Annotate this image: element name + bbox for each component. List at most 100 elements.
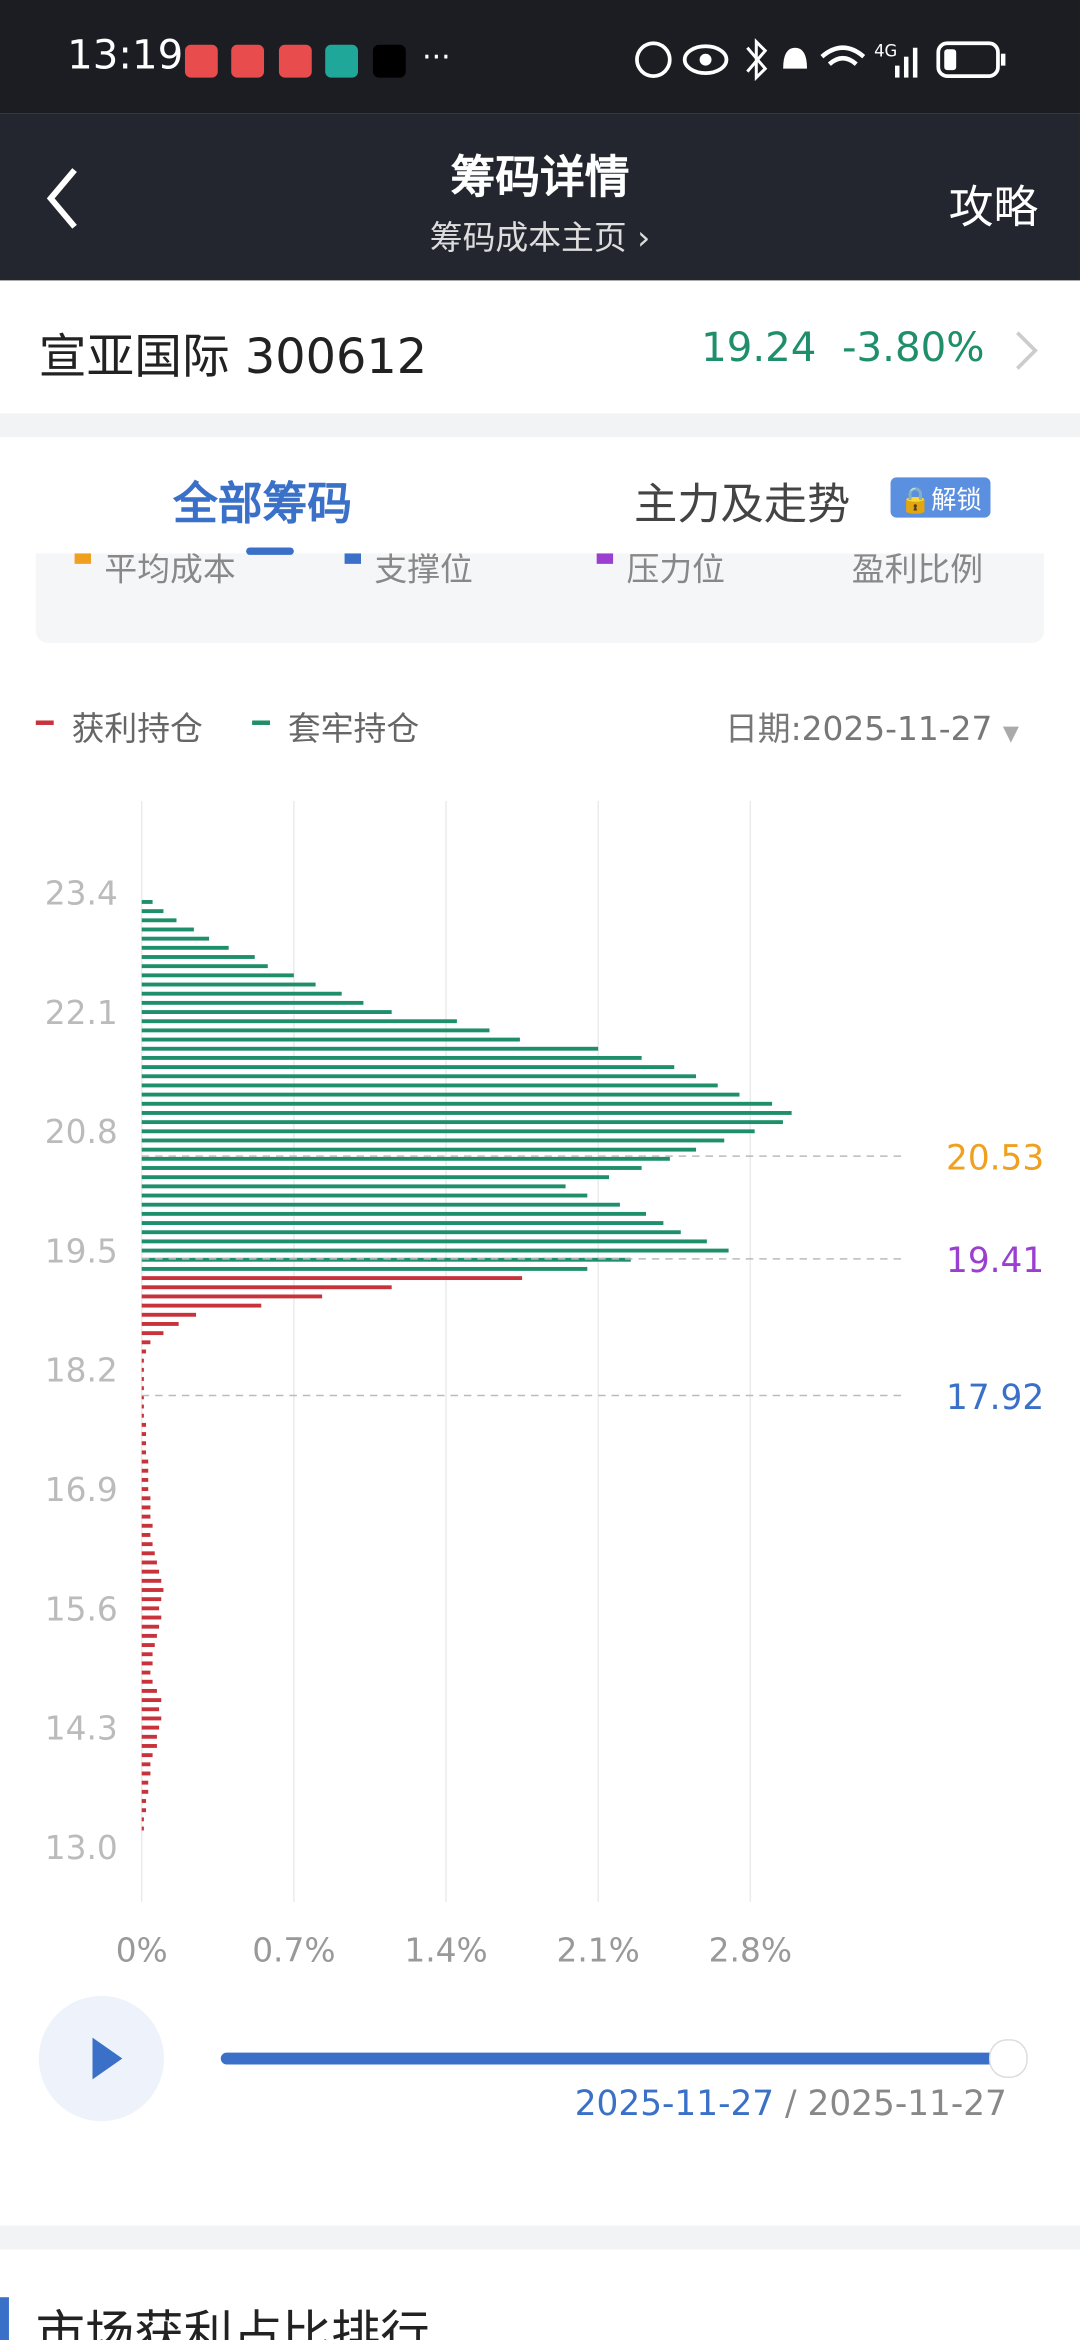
tab-bar: 全部筹码 主力及走势 🔒解锁 (0, 437, 1080, 555)
reference-label: 17.92 (946, 1378, 1044, 1418)
bar (141, 1138, 725, 1143)
back-button[interactable] (42, 164, 87, 233)
bar (141, 1175, 610, 1180)
bar (141, 1670, 151, 1675)
tab-active[interactable]: 全部筹码 (173, 478, 353, 532)
bar (141, 1432, 147, 1436)
slider-thumb[interactable] (988, 2039, 1028, 2078)
bar (141, 1065, 675, 1070)
y-tick-label: 23.4 (45, 875, 118, 913)
more-icons: ··· (422, 38, 451, 75)
bar (141, 1340, 151, 1345)
y-tick-label: 15.6 (45, 1590, 118, 1628)
bar (141, 1349, 147, 1354)
bar (141, 1147, 696, 1152)
section-marker (0, 2297, 9, 2340)
date-range: 2025-11-27 / 2025-11-27 (574, 2085, 1007, 2125)
bar (141, 1477, 149, 1482)
bar (141, 1569, 160, 1574)
y-tick-label: 13.0 (45, 1829, 118, 1867)
bar (141, 1551, 155, 1556)
chevron (1016, 331, 1038, 370)
bar (141, 1111, 792, 1115)
bar (141, 1294, 323, 1299)
bar (141, 1404, 144, 1409)
section-title: 市场获利占比排行 (35, 2304, 430, 2340)
nav-action[interactable]: 攻略 (948, 181, 1039, 235)
bar (141, 964, 268, 969)
bar (141, 1542, 153, 1547)
y-tick-label: 16.9 (45, 1471, 118, 1509)
bar (141, 1597, 162, 1602)
date-picker[interactable]: 日期:2025-11-27 ▼ (724, 711, 1019, 749)
stock-quote: 19.24 -3.80% (701, 325, 984, 371)
divider (0, 2225, 1080, 2250)
app-icon (372, 44, 406, 78)
bar (141, 1496, 151, 1501)
bar (141, 1358, 144, 1363)
slider-track[interactable] (220, 2052, 1009, 2065)
bar (141, 1468, 149, 1473)
stock-change: -3.80% (842, 325, 985, 372)
bar (141, 1413, 144, 1418)
y-tick-label: 19.5 (45, 1233, 118, 1271)
stock-row[interactable]: 宣亚国际 300612 19.24 -3.80% (0, 280, 1080, 414)
bar (141, 1487, 149, 1492)
y-tick-label: 22.1 (45, 994, 118, 1032)
bar (141, 1322, 179, 1326)
bar (141, 1826, 144, 1831)
reference-label: 19.41 (946, 1241, 1044, 1281)
bar (141, 991, 342, 996)
legend-entry: 套牢持仓 (287, 711, 420, 749)
bar (141, 1606, 160, 1611)
bar (141, 1377, 144, 1381)
indicator-panel: 平均成本 支撑位 压力位 盈利比例 (35, 525, 1045, 643)
bar (141, 1780, 149, 1785)
bar (141, 1331, 164, 1336)
lock-badge: 🔒解锁 (890, 477, 991, 518)
bar (141, 1193, 588, 1198)
bar (141, 1817, 144, 1822)
end-date: 2025-11-27 (807, 2085, 1007, 2125)
bar (141, 1514, 151, 1519)
x-tick-label: 2.1% (557, 1932, 640, 1969)
play-button[interactable] (38, 1995, 165, 2122)
bar (141, 1734, 157, 1739)
date-label: 日期:2025-11-27 (724, 711, 993, 749)
reference-label: 20.53 (946, 1139, 1044, 1179)
nav-subtitle[interactable]: 筹码成本主页 › (429, 220, 651, 259)
tab-indicator (246, 547, 294, 555)
bar (141, 927, 194, 932)
bar (141, 1799, 147, 1803)
bar (141, 1459, 149, 1464)
bar (141, 900, 153, 904)
bar (141, 1716, 162, 1721)
bar (141, 1312, 197, 1317)
nav-title: 筹码详情 (450, 152, 630, 205)
legend-entry: 获利持仓 (71, 711, 203, 749)
bar (141, 1037, 520, 1042)
status-bar: 13:19 ··· 4G (0, 0, 1080, 114)
bar (141, 1762, 151, 1767)
bar (141, 909, 164, 914)
bar (141, 1789, 149, 1794)
bar (141, 918, 177, 923)
legend-swatch (252, 720, 270, 725)
bar (141, 1422, 147, 1427)
bar (141, 1276, 523, 1281)
tab[interactable]: 主力及走势 (633, 478, 851, 530)
bar (141, 1698, 162, 1703)
bar (141, 1725, 160, 1730)
legend-swatch (35, 720, 54, 725)
bar (141, 1055, 642, 1060)
bar (141, 936, 210, 941)
bar (141, 1092, 740, 1097)
bar (141, 1560, 157, 1565)
bar (141, 1367, 144, 1372)
time: 13:19 (67, 32, 184, 80)
bar (141, 1046, 599, 1051)
bar (141, 1707, 160, 1712)
bar (141, 1386, 144, 1391)
bar (141, 1588, 164, 1592)
